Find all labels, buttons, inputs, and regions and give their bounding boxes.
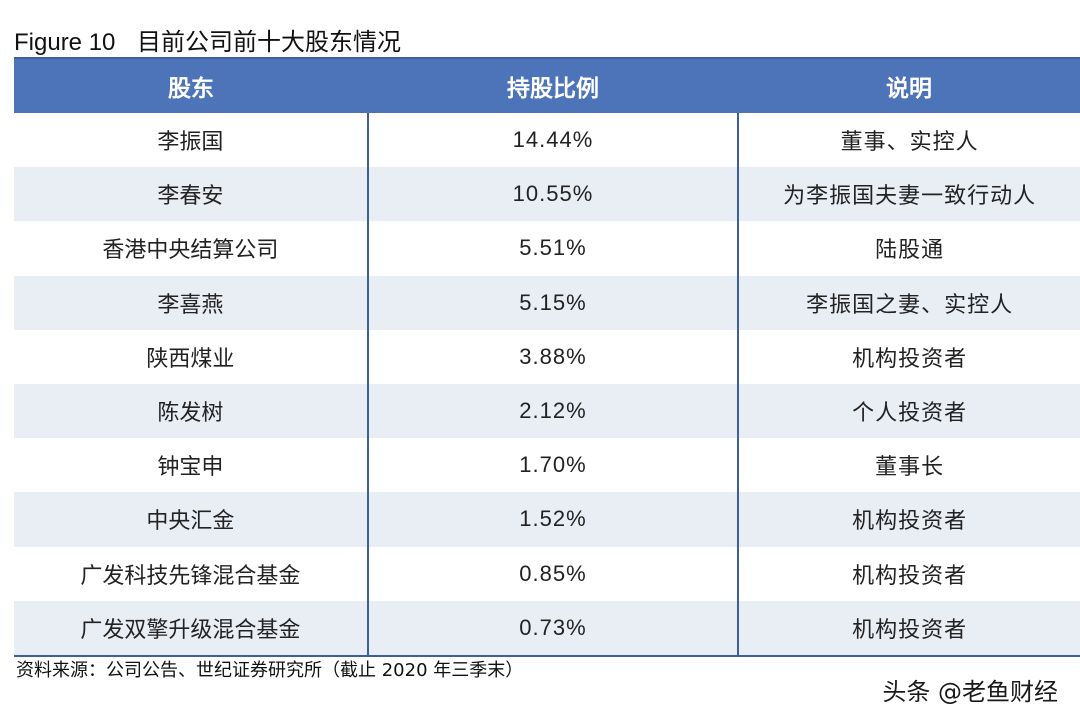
cell-shareholder: 广发科技先锋混合基金	[14, 546, 369, 601]
table-row: 李喜燕 5.15% 李振国之妻、实控人	[14, 275, 1080, 330]
cell-share-ratio: 5.51%	[369, 221, 740, 276]
cell-description: 个人投资者	[852, 401, 968, 427]
header-description: 说明	[886, 76, 932, 102]
cell-share-ratio: 5.15%	[369, 275, 740, 330]
table-row: 广发双擎升级混合基金 0.73% 机构投资者	[14, 600, 1080, 655]
source-note: 资料来源：公司公告、世纪证券研究所（截止 2020 年三季末）	[16, 660, 524, 681]
table-row: 李振国 14.44% 董事、实控人	[14, 113, 1080, 168]
cell-share-ratio: 1.52%	[369, 492, 740, 547]
cell-share-ratio: 10.55%	[369, 167, 740, 222]
header-shareholder: 股东	[168, 76, 214, 102]
cell-description: 董事、实控人	[840, 130, 979, 156]
table-body: 李振国 14.44% 董事、实控人李春安 10.55% 为李振国夫妻一致行动人香港中央结…	[14, 113, 1080, 657]
cell-description: 李振国之妻、实控人	[806, 292, 1014, 318]
cell-description: 机构投资者	[852, 346, 968, 372]
cell-share-ratio: 0.73%	[369, 600, 740, 655]
cell-shareholder: 李春安	[14, 167, 369, 222]
cell-shareholder: 李振国	[14, 113, 369, 168]
figure-caption: 目前公司前十大股东情况	[137, 28, 402, 56]
cell-share-ratio: 2.12%	[369, 383, 740, 439]
figure-title: Figure 10 目前公司前十大股东情况	[14, 22, 401, 57]
table-row: 中央汇金 1.52% 机构投资者	[14, 492, 1080, 547]
shareholder-table: 股东 持股比例 说明 李振国 14.44% 董事、实控人李春安 10.55% 为李振国夫…	[14, 57, 1080, 657]
watermark: 头条 @老鱼财经	[882, 678, 1058, 706]
cell-shareholder: 钟宝申	[14, 438, 369, 493]
cell-description: 董事长	[875, 455, 945, 481]
cell-description: 机构投资者	[852, 509, 968, 535]
cell-description: 陆股通	[875, 238, 945, 264]
cell-share-ratio: 3.88%	[369, 329, 740, 384]
cell-description: 机构投资者	[852, 617, 968, 643]
table-row: 李春安 10.55% 为李振国夫妻一致行动人	[14, 167, 1080, 222]
table-row: 香港中央结算公司 5.51% 陆股通	[14, 221, 1080, 276]
header-share-ratio: 持股比例	[507, 76, 599, 102]
cell-description: 机构投资者	[852, 563, 968, 589]
cell-shareholder: 李喜燕	[14, 275, 369, 330]
cell-shareholder: 陕西煤业	[14, 329, 369, 384]
cell-shareholder: 香港中央结算公司	[14, 221, 369, 276]
cell-description: 为李振国夫妻一致行动人	[783, 184, 1037, 210]
cell-shareholder: 中央汇金	[14, 492, 369, 547]
table-row: 广发科技先锋混合基金 0.85% 机构投资者	[14, 546, 1080, 601]
cell-share-ratio: 0.85%	[369, 546, 740, 601]
cell-shareholder: 陈发树	[14, 383, 369, 439]
table-header: 股东 持股比例 说明	[14, 59, 1080, 113]
cell-shareholder: 广发双擎升级混合基金	[14, 600, 369, 655]
table-row: 陈发树 2.12% 个人投资者	[14, 383, 1080, 439]
cell-share-ratio: 14.44%	[369, 113, 740, 168]
table-row: 陕西煤业 3.88% 机构投资者	[14, 329, 1080, 384]
cell-share-ratio: 1.70%	[369, 438, 740, 493]
table-row: 钟宝申 1.70% 董事长	[14, 438, 1080, 493]
figure-number: Figure 10	[14, 29, 116, 56]
